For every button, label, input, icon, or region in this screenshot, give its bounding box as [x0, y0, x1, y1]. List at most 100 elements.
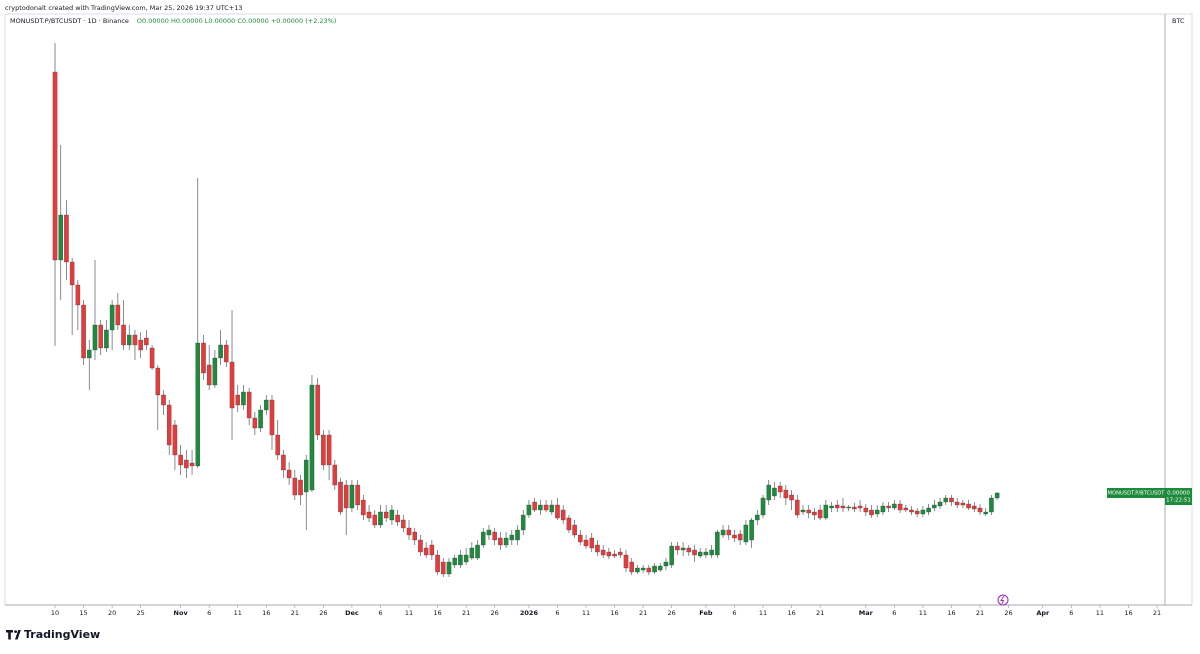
candle-body: [218, 344, 223, 359]
candle-body: [835, 504, 840, 509]
price-label-value-box: [1165, 488, 1192, 505]
candle-body: [937, 501, 943, 507]
x-tick-label: 26: [1004, 609, 1012, 617]
candle-body: [178, 454, 183, 466]
candle-body: [800, 509, 806, 513]
candle-body: [241, 391, 246, 406]
candle-body: [823, 504, 829, 519]
candle-body: [292, 477, 298, 496]
candle-body: [189, 462, 195, 467]
candle-body: [966, 503, 971, 509]
candle-body: [92, 324, 98, 351]
candle-body: [355, 484, 360, 506]
author-line: cryptodonalt created with TradingView.co…: [5, 4, 243, 12]
candle-body: [332, 464, 338, 486]
candle-body: [69, 261, 75, 286]
candle-body: [863, 507, 869, 513]
candle-body: [326, 434, 332, 466]
candle-body: [315, 384, 320, 436]
candle-body: [406, 527, 412, 536]
candle-body: [475, 544, 480, 559]
candle-body: [184, 459, 189, 469]
candle-body: [709, 549, 714, 556]
candle-body: [441, 561, 446, 575]
candle-body: [126, 334, 132, 346]
candle-body: [977, 507, 983, 513]
x-tick-label: 21: [816, 609, 824, 617]
candle-body: [589, 537, 594, 549]
candle-body: [503, 537, 509, 546]
x-tick-label: 21: [291, 609, 299, 617]
candle-body: [720, 529, 726, 536]
alert-icon[interactable]: [997, 594, 1009, 606]
candle-body: [555, 504, 560, 519]
candle-body: [378, 511, 383, 526]
x-tick-label: 16: [610, 609, 618, 617]
candle-body: [989, 497, 994, 513]
price-label-value: 0.00000: [1167, 491, 1190, 497]
candle-body: [789, 494, 794, 501]
candle-body: [52, 71, 58, 261]
candle-body: [686, 547, 692, 553]
plot-area: 10 15 20 25 Nov 6 11 16 21 26 Dec 6 11 16 21 26 2026 6 11 1…: [51, 43, 1161, 617]
candle-body: [361, 499, 366, 516]
x-tick-label: 21: [976, 609, 984, 617]
candle-body: [58, 214, 63, 261]
candle-body: [960, 502, 966, 506]
x-tick-label: 6: [732, 609, 736, 617]
candle-body: [144, 337, 149, 346]
alert-circle[interactable]: [997, 594, 1009, 606]
candle-body: [760, 497, 766, 516]
candle-body: [772, 487, 777, 497]
alert-bolt: [1000, 595, 1005, 605]
price-label-countdown: 17:22:51: [1166, 498, 1191, 504]
candle-body: [612, 553, 617, 557]
candle-body: [389, 509, 395, 521]
candle-body: [892, 503, 897, 509]
candle-body: [401, 519, 406, 529]
candle-body: [635, 567, 640, 573]
x-tick-label: Nov: [174, 609, 189, 617]
candle-body: [224, 344, 229, 363]
candle-body: [201, 342, 206, 374]
x-tick-label: 26: [668, 609, 676, 617]
candle-body: [583, 539, 589, 547]
candle-body: [578, 534, 583, 543]
x-tick-label: 26: [319, 609, 327, 617]
x-tick-label: 2026: [520, 609, 539, 617]
candle-body: [932, 504, 937, 509]
x-tick-label: 6: [378, 609, 382, 617]
candle-body: [697, 551, 703, 557]
x-tick-label: Feb: [699, 609, 713, 617]
brand: TradingView: [6, 628, 100, 641]
candle-body: [972, 505, 977, 510]
candle-body: [663, 561, 669, 567]
candle-body: [115, 304, 121, 326]
candle-body: [846, 506, 851, 509]
candle-body: [680, 547, 686, 551]
candle-body: [749, 519, 754, 541]
candle-body: [857, 505, 863, 509]
price-label-symbol: MONUSDT.P/BTCUSDT: [1108, 491, 1166, 497]
candle-body: [64, 214, 69, 263]
candle-body: [275, 434, 280, 456]
brand-logo-dot: [14, 630, 17, 633]
ohlc-legend: O0.00000 H0.00000 L0.00000 C0.00000 +0.0…: [137, 17, 337, 25]
symbol-title: MONUSDT.P/BTCUSDT · 1D · Binance: [10, 17, 129, 25]
candle-body: [943, 497, 948, 503]
candle-body: [246, 391, 252, 419]
x-tick-label: 16: [262, 609, 270, 617]
candle-body: [161, 394, 166, 406]
candle-body: [469, 547, 475, 559]
x-tick-label: 16: [947, 609, 955, 617]
candle-body: [172, 424, 178, 456]
x-tick-label: Apr: [1036, 609, 1050, 617]
candle-body: [429, 544, 435, 556]
candle-body: [766, 484, 771, 501]
x-tick-label: 21: [462, 609, 470, 617]
candle-body: [138, 339, 143, 351]
candle-body: [509, 534, 515, 541]
